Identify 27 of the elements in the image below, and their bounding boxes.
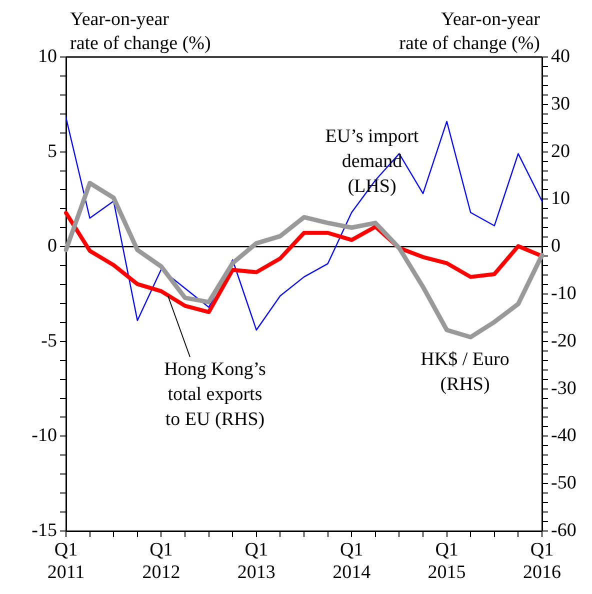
y2-tick-label: 30 bbox=[551, 93, 570, 114]
text: Hong Kong’s total exports to EU (RHS) bbox=[164, 358, 266, 430]
x-tick-label: Q1 2011 bbox=[47, 539, 85, 584]
y-tick-label: 5 bbox=[48, 140, 57, 162]
y2-tick-label: 0 bbox=[551, 236, 560, 257]
y2-tick-label: 20 bbox=[551, 140, 570, 162]
y-axis-title: Year-on-year rate of change (%) bbox=[70, 9, 211, 54]
y2-tick-label: 10 bbox=[551, 188, 570, 210]
y2-tick-label: -10 bbox=[551, 282, 576, 304]
y-tick-label: 10 bbox=[38, 46, 57, 67]
x-tick-label: Q1 2014 bbox=[332, 539, 372, 584]
x-tick-label: Q1 2016 bbox=[523, 539, 561, 584]
y2-tick-label: -50 bbox=[551, 472, 576, 494]
y-tick-label: 0 bbox=[48, 236, 57, 257]
y2-tick-label: -20 bbox=[551, 330, 576, 352]
y-tick-label: -15 bbox=[32, 520, 57, 541]
x-tick-label: Q1 2015 bbox=[428, 539, 466, 584]
y-tick-label: -5 bbox=[41, 330, 57, 352]
series-label: HK$ / Euro (RHS) bbox=[420, 348, 510, 395]
x-tick-label: Q1 2012 bbox=[142, 539, 180, 584]
y2-tick-label: -40 bbox=[551, 425, 576, 446]
y2-axis-title: Year-on-year rate of change (%) bbox=[399, 9, 541, 54]
y2-tick-label: -30 bbox=[551, 378, 576, 399]
y2-tick-label: 40 bbox=[551, 46, 570, 67]
x-tick-label: Q1 2013 bbox=[237, 539, 276, 584]
y-tick-label: -10 bbox=[32, 425, 57, 446]
y2-tick-label: -60 bbox=[551, 520, 576, 541]
